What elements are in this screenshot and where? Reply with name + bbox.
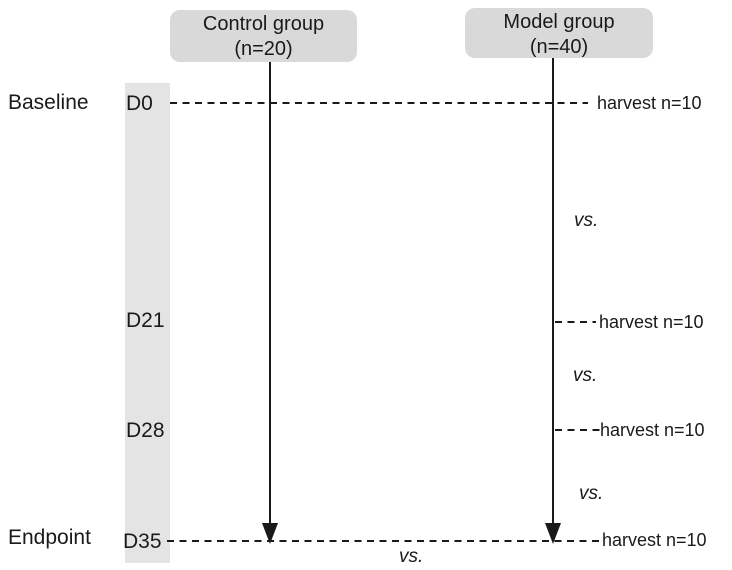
day-label-d28: D28 [126,419,165,442]
harvest-label-d28: harvest n=10 [600,420,705,440]
model-arrow-head [545,523,561,544]
vs-label-d28-d35: vs. [579,483,604,504]
control-arrow-head [262,523,278,544]
vs-label-groups: vs. [399,546,424,567]
harvest-label-d35: harvest n=10 [602,530,707,550]
model-group-n: (n=40) [529,36,589,58]
endpoint-label: Endpoint [8,526,91,549]
model-group-name: Model group [503,11,615,33]
model-group-box: Model group (n=40) [465,8,653,58]
vs-label-d21-d28: vs. [573,365,598,386]
control-group-box: Control group (n=20) [170,10,357,62]
control-group-name: Control group [202,13,325,35]
day-label-d21: D21 [126,309,165,332]
timeline-day-bar [125,83,170,563]
day-label-d35: D35 [123,530,162,553]
control-group-n: (n=20) [234,38,293,60]
day-label-d0: D0 [126,92,153,115]
vs-label-d0-d21: vs. [574,210,599,231]
harvest-label-d21: harvest n=10 [599,312,704,332]
baseline-label: Baseline [8,91,89,114]
harvest-label-d0: harvest n=10 [597,93,702,113]
